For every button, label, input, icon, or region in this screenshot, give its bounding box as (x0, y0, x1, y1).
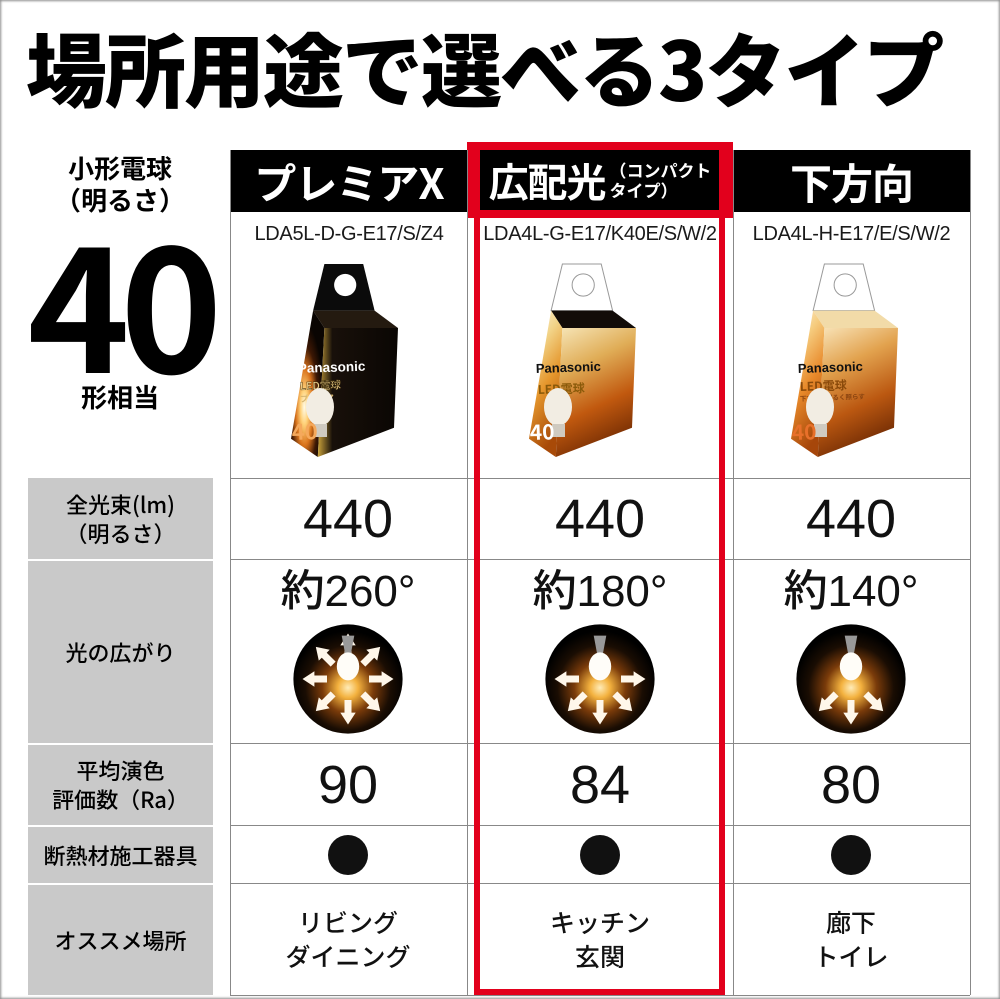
svg-text:Panasonic: Panasonic (536, 359, 602, 376)
svg-text:40: 40 (291, 414, 318, 447)
svg-text:Panasonic: Panasonic (298, 359, 367, 376)
svg-text:40: 40 (791, 416, 817, 447)
svg-text:Panasonic: Panasonic (798, 359, 864, 376)
svg-text:40: 40 (529, 416, 555, 447)
